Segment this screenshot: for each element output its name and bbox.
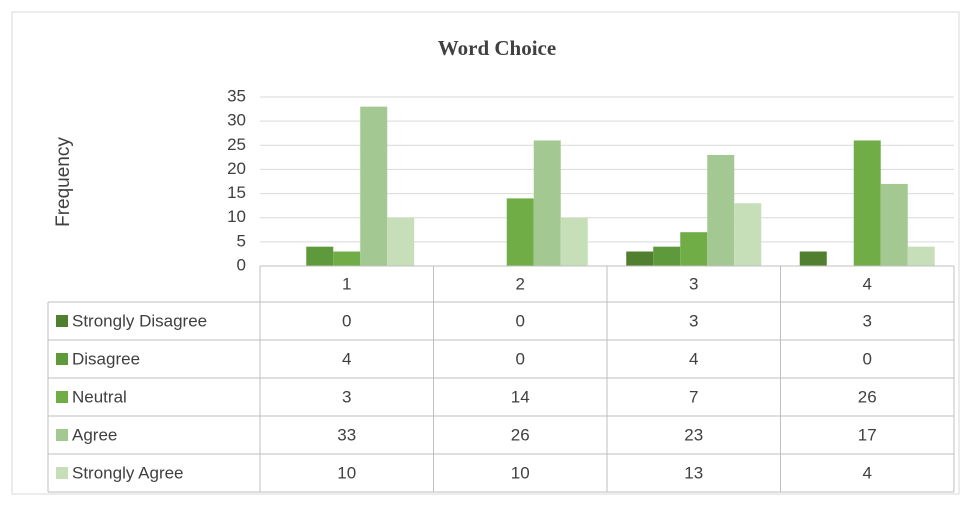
table-value: 3 bbox=[689, 311, 698, 330]
legend-label: Agree bbox=[72, 425, 117, 444]
bar bbox=[799, 251, 827, 266]
bar bbox=[680, 232, 708, 266]
table-value: 0 bbox=[516, 349, 525, 368]
y-tick-label: 10 bbox=[227, 207, 246, 226]
table-value: 4 bbox=[342, 349, 351, 368]
table-value: 17 bbox=[858, 425, 877, 444]
bar bbox=[853, 140, 881, 266]
bar bbox=[533, 140, 561, 266]
x-tick-label: 2 bbox=[516, 274, 525, 293]
table-value: 14 bbox=[511, 387, 530, 406]
legend-key bbox=[56, 353, 68, 365]
table-value: 7 bbox=[689, 387, 698, 406]
legend-key bbox=[56, 315, 68, 327]
table-value: 10 bbox=[337, 463, 356, 482]
table-value: 10 bbox=[511, 463, 530, 482]
table-value: 0 bbox=[516, 311, 525, 330]
table-value: 4 bbox=[863, 463, 872, 482]
y-tick-label: 25 bbox=[227, 135, 246, 154]
bar bbox=[880, 183, 908, 266]
bar bbox=[707, 154, 735, 266]
table-value: 0 bbox=[863, 349, 872, 368]
legend-key bbox=[56, 467, 68, 479]
legend-label: Disagree bbox=[72, 349, 140, 368]
table-value: 33 bbox=[337, 425, 356, 444]
bar bbox=[333, 251, 361, 266]
bar bbox=[907, 246, 935, 266]
x-tick-label: 4 bbox=[863, 274, 872, 293]
bar bbox=[306, 246, 334, 266]
table-value: 26 bbox=[858, 387, 877, 406]
y-tick-label: 15 bbox=[227, 183, 246, 202]
table-value: 4 bbox=[689, 349, 698, 368]
y-tick-label: 20 bbox=[227, 159, 246, 178]
y-tick-label: 0 bbox=[237, 255, 246, 274]
legend-label: Strongly Disagree bbox=[72, 311, 207, 330]
bar bbox=[560, 217, 588, 266]
legend-label: Strongly Agree bbox=[72, 463, 184, 482]
bar bbox=[734, 203, 762, 266]
table-value: 23 bbox=[684, 425, 703, 444]
legend-key bbox=[56, 429, 68, 441]
bar bbox=[506, 198, 534, 266]
table-value: 26 bbox=[511, 425, 530, 444]
bar bbox=[360, 106, 388, 267]
x-tick-label: 1 bbox=[342, 274, 351, 293]
table-value: 0 bbox=[342, 311, 351, 330]
y-tick-label: 30 bbox=[227, 111, 246, 130]
bar bbox=[653, 246, 681, 266]
y-tick-label: 5 bbox=[237, 231, 246, 250]
legend-label: Neutral bbox=[72, 387, 127, 406]
y-tick-label: 35 bbox=[227, 86, 246, 105]
bar bbox=[626, 251, 654, 266]
chart-title: Word Choice bbox=[438, 36, 556, 60]
table-value: 3 bbox=[863, 311, 872, 330]
bar bbox=[387, 217, 415, 266]
legend-key bbox=[56, 391, 68, 403]
table-value: 3 bbox=[342, 387, 351, 406]
y-axis-label: Frequency bbox=[53, 137, 74, 227]
table-value: 13 bbox=[684, 463, 703, 482]
x-tick-label: 3 bbox=[689, 274, 698, 293]
